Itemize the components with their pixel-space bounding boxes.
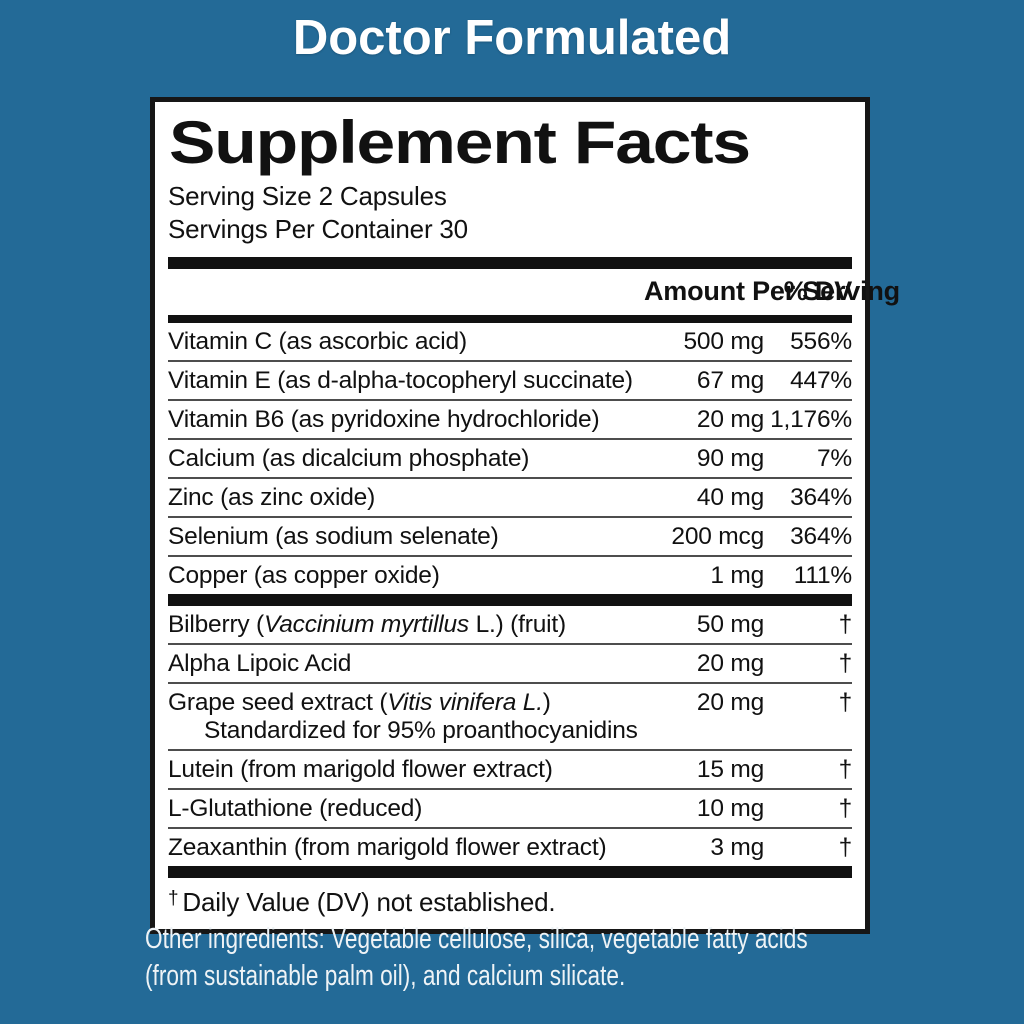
panel-title: Supplement Facts bbox=[169, 109, 751, 176]
table-row: Calcium (as dicalcium phosphate) 90 mg 7% bbox=[168, 440, 852, 479]
dv-value: † bbox=[838, 834, 853, 861]
ingredient-name: Bilberry (Vaccinium myrtillus L.) (fruit… bbox=[168, 611, 566, 638]
ingredient-name: Vitamin B6 (as pyridoxine hydrochloride) bbox=[168, 406, 600, 433]
amount-value: 20 mg bbox=[696, 406, 764, 433]
amount-value: 500 mg bbox=[683, 328, 764, 355]
amount-value: 1 mg bbox=[710, 562, 764, 589]
table-row: Lutein (from marigold flower extract) 15 … bbox=[168, 751, 852, 790]
footnote-text: Daily Value (DV) not established. bbox=[182, 887, 556, 917]
table-row: L-Glutathione (reduced) 10 mg † bbox=[168, 790, 852, 829]
table-row: Selenium (as sodium selenate) 200 mcg 364% bbox=[168, 518, 852, 557]
table-row: Zinc (as zinc oxide) 40 mg 364% bbox=[168, 479, 852, 518]
dv-value: † bbox=[838, 650, 853, 677]
table-row: Zeaxanthin (from marigold flower extract… bbox=[168, 829, 852, 866]
amount-value: 90 mg bbox=[696, 445, 764, 472]
ingredient-name: Grape seed extract (Vitis vinifera L.) St… bbox=[168, 689, 644, 745]
dv-value: † bbox=[838, 611, 853, 638]
dv-value: 447% bbox=[790, 367, 852, 394]
botanical-rows-section: Bilberry (Vaccinium myrtillus L.) (fruit… bbox=[168, 606, 852, 866]
banner-title: Doctor Formulated bbox=[292, 11, 732, 65]
ingredient-name: Copper (as copper oxide) bbox=[168, 562, 440, 589]
serving-size-text: Serving Size 2 Capsules bbox=[168, 181, 447, 211]
table-row: Bilberry (Vaccinium myrtillus L.) (fruit… bbox=[168, 606, 852, 645]
dagger-symbol: † bbox=[168, 888, 179, 909]
other-ingredients: Other ingredients: Vegetable cellulose, … bbox=[145, 921, 808, 995]
ingredient-name: Vitamin E (as d-alpha-tocopheryl succina… bbox=[168, 367, 633, 394]
table-row: Vitamin C (as ascorbic acid) 500 mg 556% bbox=[168, 323, 852, 362]
amount-value: 200 mcg bbox=[671, 523, 764, 550]
dv-value: † bbox=[838, 689, 853, 716]
amount-value: 20 mg bbox=[696, 689, 764, 716]
table-header-row: Amount Per Serving % DV bbox=[168, 269, 900, 315]
amount-value: 20 mg bbox=[696, 650, 764, 677]
ingredient-name: Lutein (from marigold flower extract) bbox=[168, 756, 553, 783]
other-ingredients-line1: Other ingredients: Vegetable cellulose, … bbox=[145, 923, 808, 955]
amount-value: 10 mg bbox=[696, 795, 764, 822]
footnote-divider-bar bbox=[168, 866, 852, 878]
section-divider-bar bbox=[168, 594, 852, 606]
servings-per-container-text: Servings Per Container 30 bbox=[168, 214, 468, 244]
dv-value: † bbox=[838, 795, 853, 822]
column-header-amount: Amount Per Serving bbox=[644, 276, 900, 306]
ingredient-name: Alpha Lipoic Acid bbox=[168, 650, 352, 677]
table-row: Vitamin B6 (as pyridoxine hydrochloride)… bbox=[168, 401, 852, 440]
dv-value: † bbox=[838, 756, 853, 783]
header-divider-bar bbox=[168, 315, 852, 323]
dv-value: 111% bbox=[793, 562, 852, 589]
amount-value: 50 mg bbox=[696, 611, 764, 638]
table-row: Alpha Lipoic Acid 20 mg † bbox=[168, 645, 852, 684]
supplement-facts-panel: Supplement Facts Serving Size 2 Capsules… bbox=[150, 97, 900, 934]
ingredient-name: Calcium (as dicalcium phosphate) bbox=[168, 445, 530, 472]
footnote: † Daily Value (DV) not established. bbox=[168, 878, 852, 929]
ingredient-name: Selenium (as sodium selenate) bbox=[168, 523, 499, 550]
other-ingredients-line2: (from sustainable palm oil), and calcium… bbox=[145, 960, 626, 992]
ingredient-name: Zeaxanthin (from marigold flower extract… bbox=[168, 834, 607, 861]
ingredient-name: L-Glutathione (reduced) bbox=[168, 795, 423, 822]
ingredient-subtext: Standardized for 95% proanthocyanidins bbox=[204, 717, 638, 744]
column-header-dv: % DV bbox=[783, 276, 852, 306]
section-divider-bar bbox=[168, 257, 852, 269]
dv-value: 1,176% bbox=[770, 406, 852, 433]
amount-value: 3 mg bbox=[710, 834, 764, 861]
dv-value: 7% bbox=[816, 445, 852, 472]
amount-value: 40 mg bbox=[696, 484, 764, 511]
nutrient-rows-section: Vitamin C (as ascorbic acid) 500 mg 556% Vi… bbox=[168, 323, 852, 594]
amount-value: 15 mg bbox=[696, 756, 764, 783]
ingredient-name: Vitamin C (as ascorbic acid) bbox=[168, 328, 467, 355]
table-row: Vitamin E (as d-alpha-tocopheryl succina… bbox=[168, 362, 852, 401]
dv-value: 364% bbox=[790, 484, 852, 511]
ingredient-name: Zinc (as zinc oxide) bbox=[168, 484, 376, 511]
table-row: Copper (as copper oxide) 1 mg 111% bbox=[168, 557, 852, 594]
dv-value: 556% bbox=[790, 328, 852, 355]
dv-value: 364% bbox=[790, 523, 852, 550]
table-row: Grape seed extract (Vitis vinifera L.) St… bbox=[168, 684, 852, 751]
amount-value: 67 mg bbox=[696, 367, 764, 394]
